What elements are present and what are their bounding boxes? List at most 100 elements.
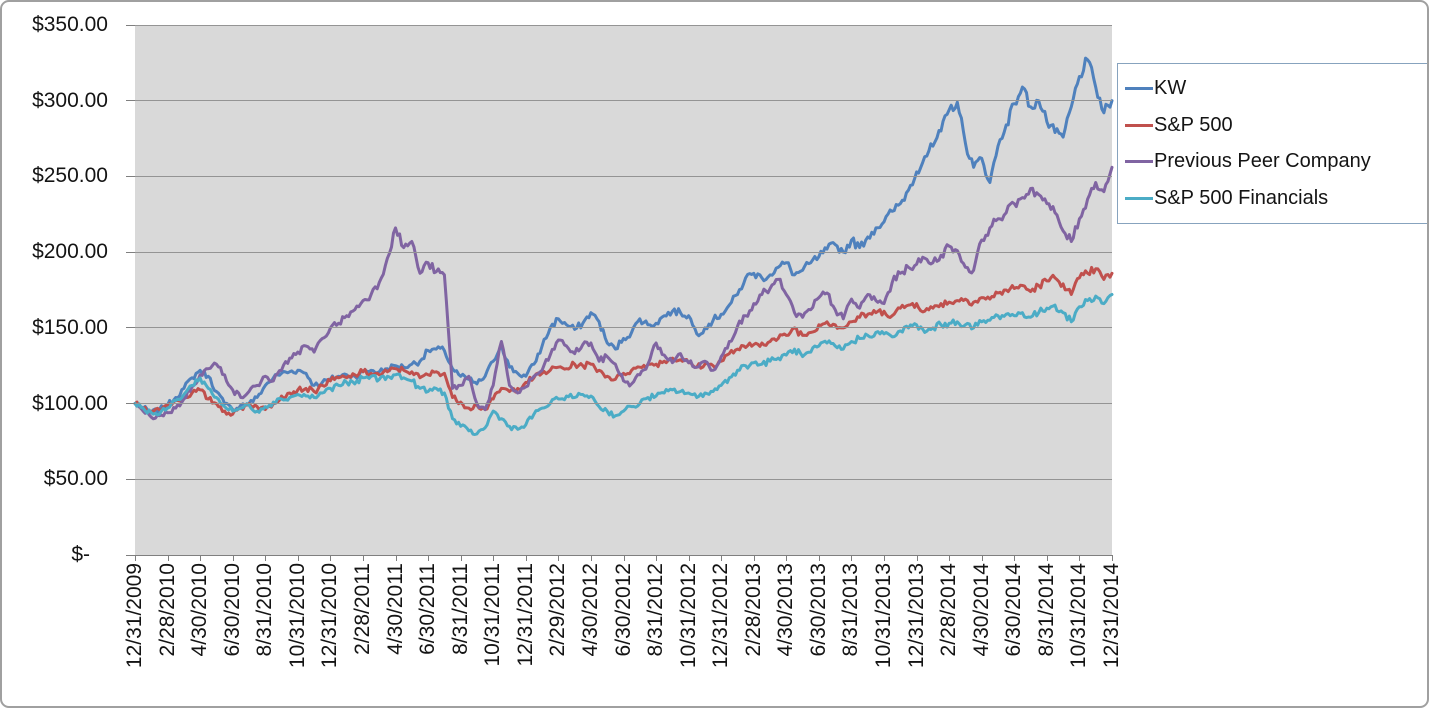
legend-label: KW [1154,76,1187,99]
legend-swatch-kw [1125,86,1153,90]
legend-label: S&P 500 Financials [1154,187,1329,210]
x-axis-label: 6/30/2012 [611,563,635,657]
x-axis-label: 4/30/2012 [578,563,602,657]
x-tick [884,555,886,561]
x-axis-label: 6/30/2010 [220,563,244,657]
x-axis-label: 12/31/2011 [513,563,537,667]
x-axis-label: 6/30/2014 [1002,563,1026,657]
x-tick [1112,555,1113,561]
legend-item: KW [1125,77,1427,100]
x-tick [135,555,136,561]
x-axis-label: 6/30/2013 [806,563,830,657]
legend: KW S&P 500 Previous Peer Company S&P 500 Fi… [1117,63,1427,224]
x-tick [265,555,267,561]
x-axis-label: 2/29/2012 [546,563,570,657]
y-tick [126,251,135,253]
gridline [135,24,1112,26]
x-tick [525,555,527,561]
x-axis-label: 10/31/2014 [1067,563,1091,669]
x-tick [1046,555,1048,561]
x-axis-label: 12/31/2009 [123,563,146,669]
series-lines [133,56,1114,436]
x-tick [851,555,853,561]
gridline [135,327,1112,329]
x-tick [1014,555,1016,561]
y-tick [126,403,135,405]
x-tick [232,555,234,561]
legend-label: Previous Peer Company [1154,150,1371,173]
x-tick [460,555,462,561]
x-tick [916,555,918,561]
x-tick [200,555,202,561]
x-axis-label: 12/31/2012 [709,563,733,669]
y-axis-label: $50.00 [43,467,108,491]
x-axis-label: 12/31/2010 [318,563,342,669]
x-axis-label: 4/30/2014 [969,563,993,657]
y-tick [126,554,135,556]
x-axis-label: 8/31/2013 [839,563,863,657]
x-tick [362,555,364,561]
x-tick [656,555,658,561]
y-axis-label: $300.00 [32,88,108,112]
x-axis-label: 2/28/2014 [937,563,961,657]
x-tick [753,555,755,561]
legend-swatch-s-p-500-financials [1125,197,1153,201]
gridline [135,478,1112,480]
x-axis-label: 2/28/2010 [155,563,179,657]
x-tick [721,555,723,561]
x-tick [395,555,397,561]
series-line-previous-peer-company [133,165,1114,421]
gridline [135,251,1112,253]
x-axis-label: 12/31/2013 [904,563,928,669]
x-axis-label: 2/28/2013 [741,563,765,657]
x-tick [818,555,820,561]
x-tick [949,555,951,561]
x-axis-label: 4/30/2013 [774,563,798,657]
x-axis-label: 6/30/2011 [416,563,440,655]
y-axis-label: $350.00 [32,13,108,36]
y-tick [126,100,135,102]
series-line-kw [133,56,1114,415]
x-tick [688,555,690,561]
series-line-s-p-500-financials [133,293,1114,436]
x-axis-label: 10/31/2010 [285,563,309,669]
legend-item: S&P 500 [1125,114,1427,137]
x-tick [981,555,983,561]
y-axis-label: $- [71,543,90,566]
gridline [135,100,1112,102]
x-axis-label: 8/31/2012 [644,563,668,657]
x-axis-label: 2/28/2011 [350,563,374,655]
x-axis-label: 8/31/2011 [448,563,472,655]
legend-swatch-s-p-500 [1125,123,1153,127]
y-tick [126,175,135,177]
x-axis-label: 8/31/2010 [253,563,277,657]
series-line-s-p-500 [133,265,1114,417]
y-tick [126,24,135,26]
y-axis-label: $250.00 [32,164,108,188]
y-axis-label: $100.00 [32,391,108,415]
x-tick [786,555,788,561]
legend-swatch-previous-peer-company [1125,160,1153,164]
y-tick [126,478,135,480]
legend-label: S&P 500 [1154,113,1233,136]
x-tick [623,555,625,561]
legend-item: S&P 500 Financials [1125,187,1427,210]
gridline [135,175,1112,177]
legend-item: Previous Peer Company [1125,150,1427,173]
x-tick [1079,555,1081,561]
x-tick [558,555,560,561]
x-axis-label: 10/31/2011 [481,563,505,667]
x-axis-label: 4/30/2010 [188,563,212,657]
gridline [135,403,1112,405]
x-axis-label: 12/31/2014 [1100,563,1123,669]
x-tick [590,555,592,561]
y-axis-label: $150.00 [32,315,108,339]
y-axis-label: $200.00 [32,240,108,264]
x-axis-label: 10/31/2012 [676,563,700,669]
x-tick [493,555,495,561]
x-axis-label: 4/30/2011 [383,563,407,655]
x-tick [297,555,299,561]
x-axis-label: 8/31/2014 [1034,563,1058,657]
y-tick [126,327,135,329]
